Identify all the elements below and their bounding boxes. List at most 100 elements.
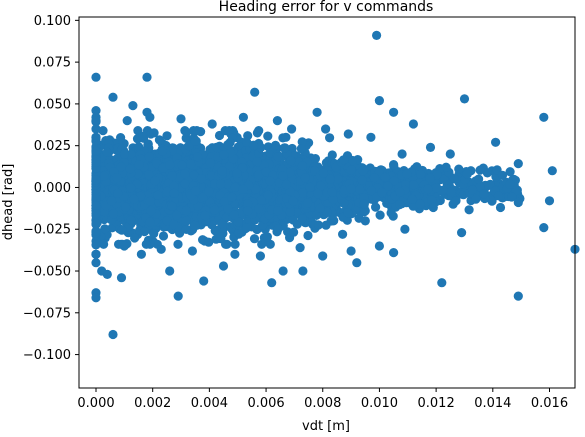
data-point [316, 181, 326, 191]
data-point [416, 169, 426, 179]
data-point [193, 152, 203, 162]
data-point [267, 278, 277, 288]
data-point [273, 152, 283, 162]
data-point [243, 206, 253, 216]
y-tick-label: 0.100 [34, 14, 71, 29]
data-point [150, 176, 160, 186]
data-point [119, 241, 129, 251]
x-tick-label: 0.014 [474, 396, 511, 411]
data-point [126, 215, 136, 225]
data-point [119, 149, 130, 159]
data-point [190, 186, 201, 196]
data-point [374, 241, 384, 251]
data-point [423, 184, 433, 194]
data-point [91, 175, 101, 185]
data-point [223, 204, 233, 214]
y-tick-label: −0.050 [23, 265, 71, 280]
data-point [303, 230, 313, 241]
data-point [180, 169, 190, 179]
data-point [181, 224, 191, 234]
y-tick-label: −0.075 [23, 306, 71, 321]
data-point [207, 171, 217, 181]
data-point [297, 137, 307, 147]
data-point [251, 184, 261, 194]
data-point [126, 183, 136, 193]
y-tick-label: 0.050 [34, 97, 71, 112]
data-point [425, 173, 435, 183]
data-point [454, 164, 464, 174]
data-point [205, 158, 215, 168]
data-point [91, 106, 101, 116]
data-point [172, 210, 182, 220]
data-point [505, 167, 515, 177]
data-point [181, 205, 191, 216]
data-point [474, 174, 484, 184]
data-point [311, 210, 321, 220]
data-point [145, 217, 155, 227]
data-point [263, 190, 273, 200]
data-point [180, 179, 190, 189]
data-point [386, 208, 396, 218]
data-point [248, 140, 259, 150]
data-point [190, 136, 200, 146]
data-point [439, 174, 449, 184]
data-point [122, 116, 132, 126]
data-point [328, 194, 338, 204]
data-point [505, 179, 515, 189]
data-point [374, 96, 384, 106]
data-point [91, 226, 101, 236]
data-point [142, 72, 152, 82]
x-tick-label: 0.016 [531, 396, 568, 411]
data-point [249, 234, 260, 244]
data-point [300, 173, 310, 183]
data-point [389, 248, 399, 258]
data-point [188, 126, 199, 136]
data-point [200, 210, 210, 221]
data-point [243, 131, 253, 141]
data-point [377, 187, 387, 198]
data-point [230, 249, 240, 259]
data-point [219, 197, 229, 207]
data-point [98, 126, 108, 136]
data-point [446, 187, 456, 197]
y-axis: 0.100 0.075 0.050 0.025 0.000 −0.025 −0.050 −0.… [23, 14, 79, 363]
data-point [383, 181, 393, 191]
data-point [278, 266, 288, 276]
data-point [216, 179, 226, 189]
data-point [255, 251, 265, 261]
data-point [297, 214, 307, 224]
data-point [125, 164, 135, 174]
data-point [431, 183, 441, 193]
data-point [298, 266, 308, 276]
data-point [366, 186, 376, 196]
data-point [539, 112, 549, 122]
data-point [252, 157, 262, 167]
x-tick-label: 0.006 [247, 396, 284, 411]
data-point [325, 174, 335, 184]
data-point [355, 184, 365, 194]
data-point [380, 172, 390, 182]
data-point [229, 210, 239, 220]
x-tick-label: 0.012 [418, 396, 455, 411]
data-point [513, 159, 523, 169]
data-point [462, 169, 472, 179]
data-point [459, 94, 470, 104]
data-point [173, 239, 183, 249]
data-point [322, 207, 332, 217]
data-point [144, 170, 154, 180]
data-point [395, 187, 405, 197]
data-point [274, 178, 285, 188]
data-point [146, 206, 156, 216]
data-point [221, 239, 231, 249]
data-point [407, 194, 417, 204]
data-point [288, 196, 298, 206]
data-point [395, 200, 405, 210]
data-point [91, 116, 101, 126]
data-point [296, 144, 306, 154]
data-point [286, 156, 296, 166]
data-point [312, 107, 322, 117]
data-point [327, 150, 337, 160]
data-point [352, 258, 362, 268]
x-tick-label: 0.002 [134, 396, 171, 411]
data-point [99, 171, 109, 181]
